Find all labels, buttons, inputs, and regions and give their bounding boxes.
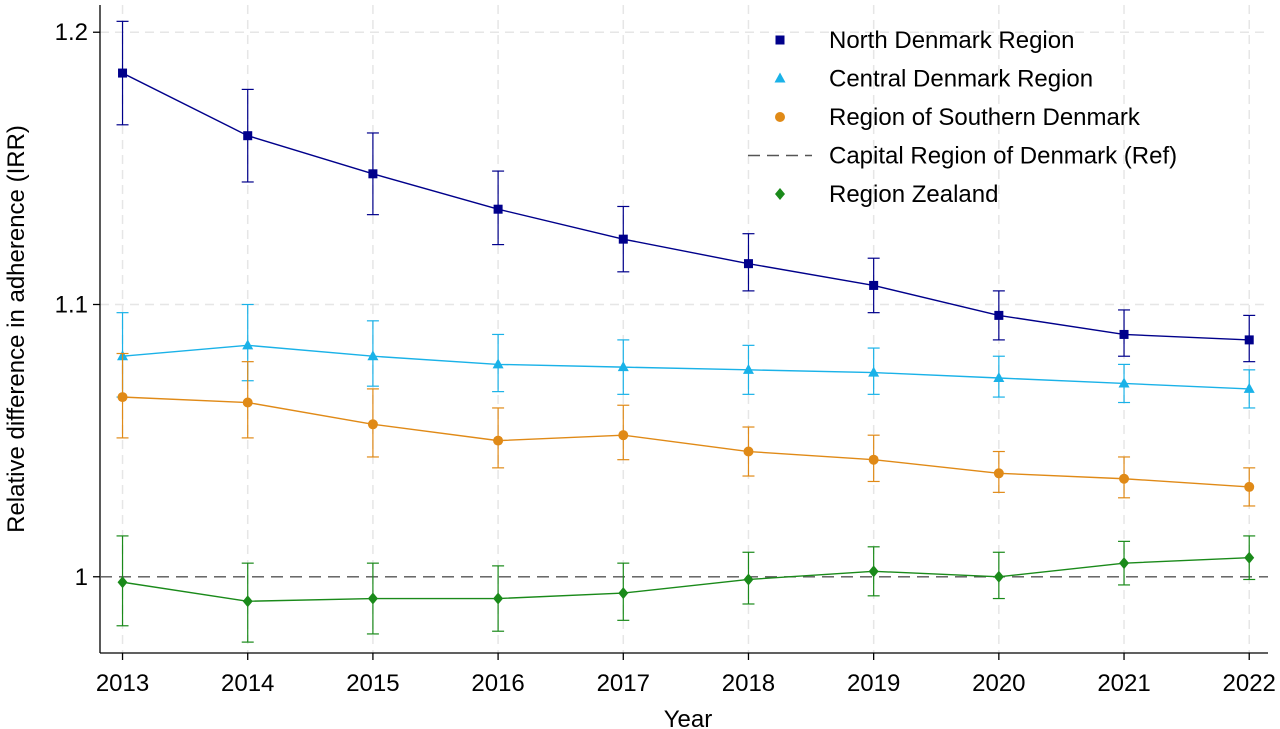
data-point <box>742 363 754 374</box>
legend-label: North Denmark Region <box>829 27 1074 54</box>
series-region-zealand <box>116 535 1256 643</box>
data-point <box>1244 481 1255 492</box>
series-line <box>122 557 1250 602</box>
x-tick-label: 2021 <box>1097 670 1150 697</box>
legend-marker <box>775 35 785 45</box>
data-point <box>242 397 253 408</box>
y-axis-title: Relative difference in adherence (IRR) <box>3 125 30 533</box>
data-point <box>869 280 879 290</box>
x-tick-label: 2016 <box>471 670 524 697</box>
data-point <box>993 570 1004 583</box>
data-point <box>493 204 503 214</box>
data-point <box>868 366 880 377</box>
axes <box>99 5 1268 654</box>
x-axis-title: Year <box>664 706 713 729</box>
x-tick-label: 2018 <box>722 670 775 697</box>
legend-marker <box>775 112 785 122</box>
data-point <box>492 358 504 369</box>
data-point <box>1244 551 1255 564</box>
y-tick-label: 1.2 <box>55 19 88 46</box>
series-line <box>122 396 1250 488</box>
data-point <box>868 454 879 465</box>
data-point <box>618 587 629 600</box>
data-point <box>1119 329 1129 339</box>
legend-marker <box>774 72 786 83</box>
series-region-of-southern-denmark <box>116 352 1256 507</box>
series-north-denmark-region <box>116 20 1256 363</box>
data-point <box>493 592 504 605</box>
y-tick-label: 1.1 <box>55 291 88 318</box>
legend: North Denmark Region Central Denmark Regi… <box>748 27 1177 208</box>
ticks: 2013 2014 2015 2016 2017 2018 2019 2020 2021 2022… <box>55 19 1276 697</box>
data-point <box>367 419 378 430</box>
data-point <box>243 131 253 141</box>
data-point <box>743 573 754 586</box>
data-point <box>118 68 128 78</box>
legend-label: Region of Southern Denmark <box>829 104 1141 131</box>
data-point <box>367 350 379 361</box>
series-line <box>122 344 1250 390</box>
data-point <box>1119 557 1130 570</box>
legend-item-central-denmark-region: Central Denmark Region <box>774 66 1093 93</box>
x-tick-label: 2019 <box>847 670 900 697</box>
data-point <box>743 259 753 269</box>
legend-label: Region Zealand <box>829 181 998 208</box>
data-point <box>368 169 378 179</box>
legend-label: Capital Region of Denmark (Ref) <box>829 143 1177 170</box>
data-point <box>117 392 128 403</box>
data-point <box>117 576 128 589</box>
x-tick-label: 2022 <box>1223 670 1276 697</box>
data-point <box>618 234 628 244</box>
legend-label: Central Denmark Region <box>829 66 1093 93</box>
data-point <box>1119 473 1130 484</box>
data-point <box>994 310 1004 320</box>
legend-item-capital-region-of-denmark-ref: Capital Region of Denmark (Ref) <box>748 143 1177 170</box>
x-tick-label: 2014 <box>221 670 274 697</box>
legend-marker <box>775 188 785 200</box>
data-point <box>618 430 629 441</box>
data-point <box>868 565 879 578</box>
data-point <box>242 339 254 350</box>
legend-item-region-of-southern-denmark: Region of Southern Denmark <box>775 104 1141 131</box>
data-point <box>993 468 1004 479</box>
data-point <box>1243 382 1255 393</box>
data-point <box>1244 335 1254 345</box>
x-tick-label: 2013 <box>96 670 149 697</box>
legend-item-region-zealand: Region Zealand <box>775 181 998 208</box>
x-tick-label: 2015 <box>346 670 399 697</box>
data-point <box>1118 377 1130 388</box>
legend-item-north-denmark-region: North Denmark Region <box>775 27 1074 54</box>
data-point <box>993 372 1005 383</box>
data-point <box>617 361 629 372</box>
y-tick-label: 1 <box>75 564 88 591</box>
series-line <box>122 72 1250 341</box>
series-central-denmark-region <box>116 303 1256 409</box>
series <box>100 20 1268 643</box>
data-point <box>367 592 378 605</box>
x-tick-label: 2017 <box>597 670 650 697</box>
x-tick-label: 2020 <box>972 670 1025 697</box>
data-point <box>242 595 253 608</box>
data-point <box>743 446 754 457</box>
data-point <box>493 435 504 446</box>
